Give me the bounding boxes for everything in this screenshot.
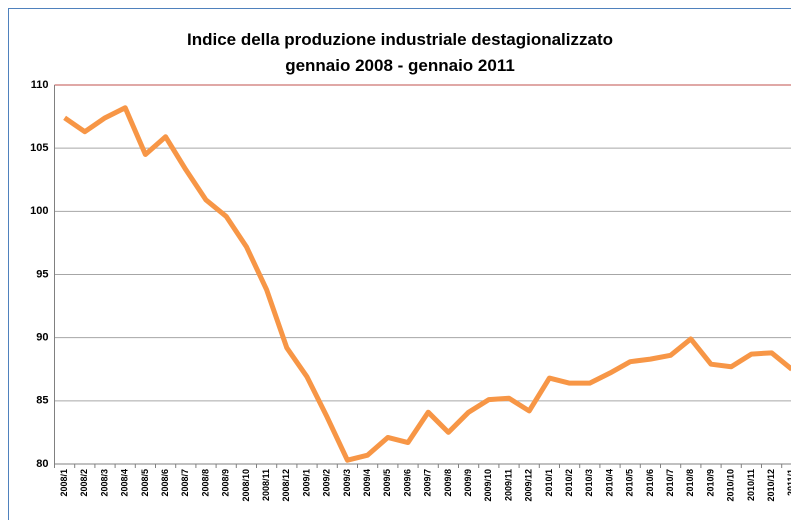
y-tick-label: 100 bbox=[30, 205, 48, 217]
x-tick-label: 2008/3 bbox=[99, 469, 109, 497]
x-tick-label: 2009/2 bbox=[322, 469, 332, 497]
x-tick-label: 2008/12 bbox=[281, 469, 291, 502]
x-tick-label: 2009/10 bbox=[483, 469, 493, 502]
x-tick-label: 2010/1 bbox=[544, 469, 554, 497]
x-tick-label: 2008/10 bbox=[241, 469, 251, 502]
x-tick-label: 2010/12 bbox=[766, 469, 776, 502]
x-tick-label: 2008/6 bbox=[160, 469, 170, 497]
x-tick-label: 2010/4 bbox=[604, 469, 614, 497]
x-tick-label: 2008/4 bbox=[120, 469, 130, 497]
y-tick-label: 90 bbox=[36, 332, 48, 344]
x-tick-label: 2010/8 bbox=[685, 469, 695, 497]
x-tick-label: 2010/7 bbox=[665, 469, 675, 497]
x-tick-label: 2009/7 bbox=[423, 469, 433, 497]
x-tick-label: 2011/1 bbox=[786, 469, 791, 496]
x-tick-label: 2009/6 bbox=[402, 469, 412, 497]
chart-subtitle: gennaio 2008 - gennaio 2011 bbox=[285, 56, 515, 75]
x-tick-label: 2009/5 bbox=[382, 469, 392, 497]
x-tick-label: 2009/11 bbox=[503, 469, 513, 501]
y-tick-label: 95 bbox=[36, 268, 48, 280]
x-tick-label: 2010/9 bbox=[705, 469, 715, 497]
x-tick-label: 2009/12 bbox=[524, 469, 534, 502]
x-tick-label: 2009/9 bbox=[463, 469, 473, 497]
chart-title: Indice della produzione industriale dest… bbox=[187, 30, 613, 49]
x-tick-label: 2009/8 bbox=[443, 469, 453, 497]
x-tick-label: 2010/6 bbox=[645, 469, 655, 497]
data-line bbox=[63, 105, 791, 463]
x-tick-label: 2008/7 bbox=[180, 469, 190, 497]
x-tick-label: 2010/5 bbox=[625, 469, 635, 497]
y-tick-label: 105 bbox=[30, 142, 48, 154]
x-tick-label: 2009/3 bbox=[342, 469, 352, 497]
x-tick-label: 2008/2 bbox=[79, 469, 89, 497]
x-tick-label: 2010/10 bbox=[726, 469, 736, 502]
y-tick-label: 80 bbox=[36, 458, 48, 470]
x-tick-label: 2010/2 bbox=[564, 469, 574, 497]
chart-frame bbox=[8, 8, 791, 520]
y-tick-label: 85 bbox=[36, 395, 48, 407]
x-tick-label: 2008/9 bbox=[221, 469, 231, 497]
x-tick-label: 2009/1 bbox=[301, 469, 311, 497]
x-tick-label: 2008/5 bbox=[140, 469, 150, 497]
x-tick-label: 2009/4 bbox=[362, 469, 372, 497]
x-tick-label: 2008/1 bbox=[59, 469, 69, 497]
x-tick-label: 2008/8 bbox=[200, 469, 210, 497]
y-tick-label: 110 bbox=[31, 79, 49, 91]
x-tick-label: 2010/11 bbox=[746, 469, 756, 501]
x-tick-label: 2010/3 bbox=[584, 469, 594, 497]
x-tick-label: 2008/11 bbox=[261, 469, 271, 501]
